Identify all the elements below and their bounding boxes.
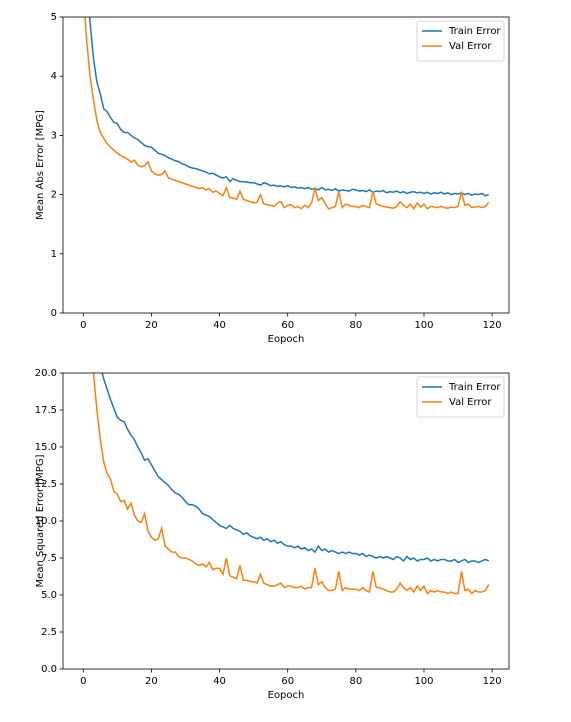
y-axis-label: Mean Abs Error [MPG] [35,110,46,220]
legend-label: Val Error [449,397,492,408]
x-tick-label: 20 [145,676,158,687]
chart: 0 20 40 60 80 100 120 0.0 2.5 5.0 7.5 10.0 12.5 15.0 1… [35,368,510,701]
y-tick-label: 0.0 [41,664,57,675]
y-tick-label: 1 [51,249,57,260]
x-tick-label: 60 [281,320,294,331]
x-axis-label: Eopoch [268,690,305,701]
x-tick-label: 20 [145,320,158,331]
line-series [84,17,490,211]
y-tick-label: 5.0 [41,590,57,601]
y-tick-label: 4 [51,71,57,82]
legend: Train Error Val Error [416,376,505,418]
axes-frame [62,16,510,314]
legend-label: Val Error [449,41,492,52]
legend: Train Error Val Error [416,20,505,62]
x-tick-label: 0 [80,676,86,687]
line-series [88,17,489,197]
x-tick-label: 80 [349,676,362,687]
y-tick-label: 15.0 [35,442,57,453]
x-axis-label: Eopoch [268,334,305,345]
y-tick-label: 0 [51,308,57,319]
legend-label: Train Error [448,26,501,37]
y-tick-label: 12.5 [35,479,57,490]
y-tick-label: 17.5 [35,405,57,416]
y-axis-label: Mean Squared Error [MPG] [35,454,46,587]
y-tick-label: 7.5 [41,553,57,564]
x-tick-label: 120 [483,320,502,331]
legend-label: Train Error [448,382,501,393]
x-tick-label: 0 [80,320,86,331]
x-tick-label: 40 [213,676,226,687]
plot-area [92,373,490,595]
x-tick-label: 120 [483,676,502,687]
x-tick-label: 100 [414,320,433,331]
x-tick-label: 100 [414,676,433,687]
line-series [101,373,490,564]
y-tick-label: 10.0 [35,516,57,527]
x-tick-label: 40 [213,320,226,331]
y-tick-label: 3 [51,130,57,141]
y-tick-label: 5 [51,12,57,23]
x-tick-label: 60 [281,676,294,687]
y-tick-label: 2.5 [41,627,57,638]
y-tick-label: 2 [51,190,57,201]
chart: 0 20 40 60 80 100 120 0 1 2 3 4 5 Eopoch Mean Abs Erro… [35,12,510,345]
line-series [92,373,490,595]
x-tick-label: 80 [349,320,362,331]
plot-area [84,17,490,211]
y-tick-label: 20.0 [35,368,57,379]
